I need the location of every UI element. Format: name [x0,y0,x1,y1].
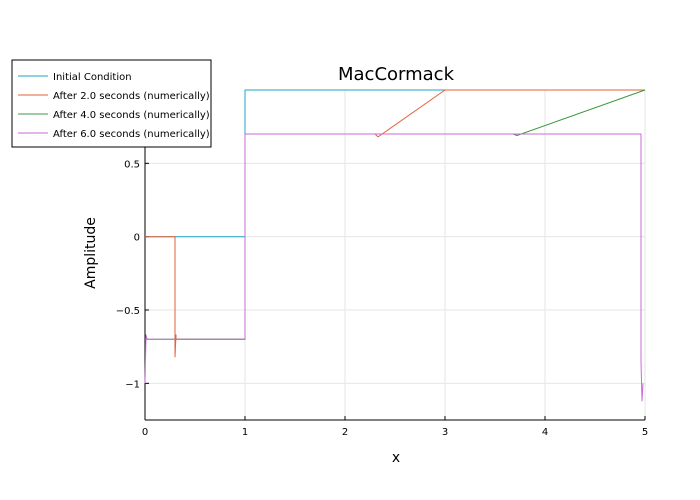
chart-title: MacCormack [338,64,455,85]
y-tick-label: 0 [134,233,140,244]
y-tick-label: −0.5 [116,306,140,317]
series-line-2 [145,89,645,358]
y-tick-label: 0.5 [124,159,140,170]
series-line-4 [144,133,644,402]
legend-label-1: Initial Condition [53,72,132,83]
ticks-layer: 0 1 2 3 4 5 −1 −0.5 0 0.5 [116,159,648,438]
legend-label-2: After 2.0 seconds (numerically) [53,91,210,102]
grid-layer [144,90,646,420]
x-tick-label: 3 [442,427,448,438]
axes-layer [144,90,645,421]
x-tick-label: 1 [242,427,248,438]
legend: Initial Condition After 2.0 seconds (nume… [11,59,212,148]
series-layer [144,89,646,402]
x-tick-label: 2 [342,427,348,438]
y-axis-label: Amplitude [83,217,99,289]
legend-label-4: After 6.0 seconds (numerically) [53,129,210,140]
legend-label-3: After 4.0 seconds (numerically) [53,110,210,121]
x-tick-label: 0 [142,427,148,438]
series-line-3 [145,89,646,340]
x-tick-label: 4 [542,427,548,438]
y-tick-label: −1 [125,379,140,390]
x-axis-label: x [392,450,400,466]
x-tick-label: 5 [642,427,648,438]
